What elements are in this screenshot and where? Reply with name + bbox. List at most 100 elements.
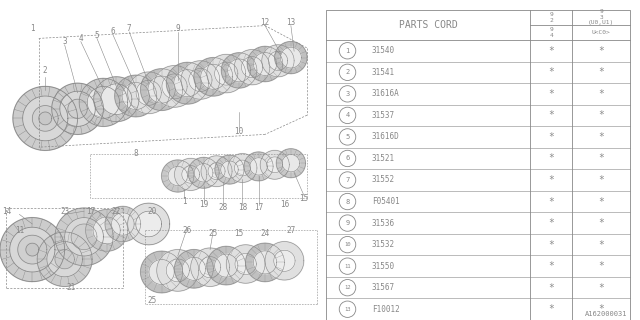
Text: *: * [548,67,554,77]
Polygon shape [228,154,257,182]
Text: 24: 24 [260,229,269,238]
Text: 1: 1 [30,24,35,33]
Polygon shape [235,253,256,275]
Polygon shape [22,96,68,141]
Text: 13: 13 [286,18,296,27]
Text: *: * [548,89,554,99]
Text: *: * [548,46,554,56]
Polygon shape [162,74,187,99]
Text: *: * [548,261,554,271]
Text: 4: 4 [346,112,349,118]
Text: 18: 18 [238,204,247,212]
Text: 27: 27 [286,226,296,235]
Polygon shape [221,53,257,88]
Text: 17: 17 [254,204,263,212]
Polygon shape [128,72,170,114]
Polygon shape [250,158,268,175]
Polygon shape [141,251,182,293]
Text: 5: 5 [95,31,99,40]
Text: 10: 10 [344,242,351,247]
Text: PARTS CORD: PARTS CORD [399,20,458,30]
Polygon shape [188,157,219,188]
Polygon shape [115,75,157,117]
Polygon shape [221,161,238,178]
Text: 9
3
(U0,U1): 9 3 (U0,U1) [588,9,614,25]
Polygon shape [37,232,92,286]
Polygon shape [148,76,175,103]
Polygon shape [174,70,201,97]
Text: A162000031: A162000031 [584,311,627,317]
Text: 31532: 31532 [372,240,395,249]
Text: 4: 4 [79,34,83,43]
Text: 12: 12 [344,285,351,290]
Text: *: * [598,261,604,271]
Polygon shape [214,62,238,85]
Polygon shape [265,242,304,280]
Polygon shape [201,64,226,89]
Polygon shape [280,47,301,68]
Polygon shape [154,66,196,107]
Polygon shape [86,210,127,251]
Polygon shape [128,203,170,245]
Polygon shape [234,50,270,85]
Polygon shape [71,224,97,250]
Polygon shape [79,78,127,126]
Text: 12: 12 [260,18,269,27]
Polygon shape [13,86,77,150]
Polygon shape [201,156,232,187]
Polygon shape [162,160,194,192]
Polygon shape [87,86,120,118]
Polygon shape [182,166,200,183]
Text: 2: 2 [43,66,47,75]
Polygon shape [189,68,212,92]
Polygon shape [181,61,220,99]
Polygon shape [55,208,113,266]
Text: 23: 23 [60,207,69,216]
Polygon shape [244,152,273,181]
Text: F05401: F05401 [372,197,399,206]
Polygon shape [200,257,221,278]
Text: *: * [598,240,604,250]
Text: 1: 1 [346,48,349,54]
Polygon shape [276,149,305,178]
Polygon shape [39,112,52,125]
Text: *: * [548,218,554,228]
Polygon shape [207,54,246,93]
Polygon shape [214,254,238,277]
Text: 7: 7 [346,177,349,183]
Text: *: * [548,175,554,185]
Text: 13: 13 [344,307,351,312]
Text: *: * [548,240,554,250]
Text: *: * [598,89,604,99]
Text: 17: 17 [86,207,95,216]
Text: 31536: 31536 [372,219,395,228]
Polygon shape [166,259,189,282]
Polygon shape [18,235,47,264]
Text: *: * [598,110,604,120]
Polygon shape [175,250,213,288]
Polygon shape [60,91,95,126]
Text: *: * [598,154,604,164]
Text: 5: 5 [346,134,349,140]
Text: 1: 1 [182,197,186,206]
Polygon shape [0,218,65,282]
Polygon shape [260,150,289,179]
Text: 22: 22 [112,207,121,216]
Text: *: * [548,304,554,314]
Polygon shape [175,158,207,190]
Text: *: * [598,175,604,185]
Text: 7: 7 [127,24,132,33]
Polygon shape [227,245,265,283]
Text: 8: 8 [346,198,349,204]
Polygon shape [282,155,300,172]
Polygon shape [195,164,213,182]
Text: 31616D: 31616D [372,132,399,141]
Text: *: * [548,154,554,164]
Polygon shape [207,246,246,285]
Polygon shape [136,80,161,105]
Polygon shape [215,155,244,184]
Text: 19: 19 [199,200,208,209]
Text: 3: 3 [62,37,67,46]
Polygon shape [10,227,55,272]
Polygon shape [47,242,83,277]
